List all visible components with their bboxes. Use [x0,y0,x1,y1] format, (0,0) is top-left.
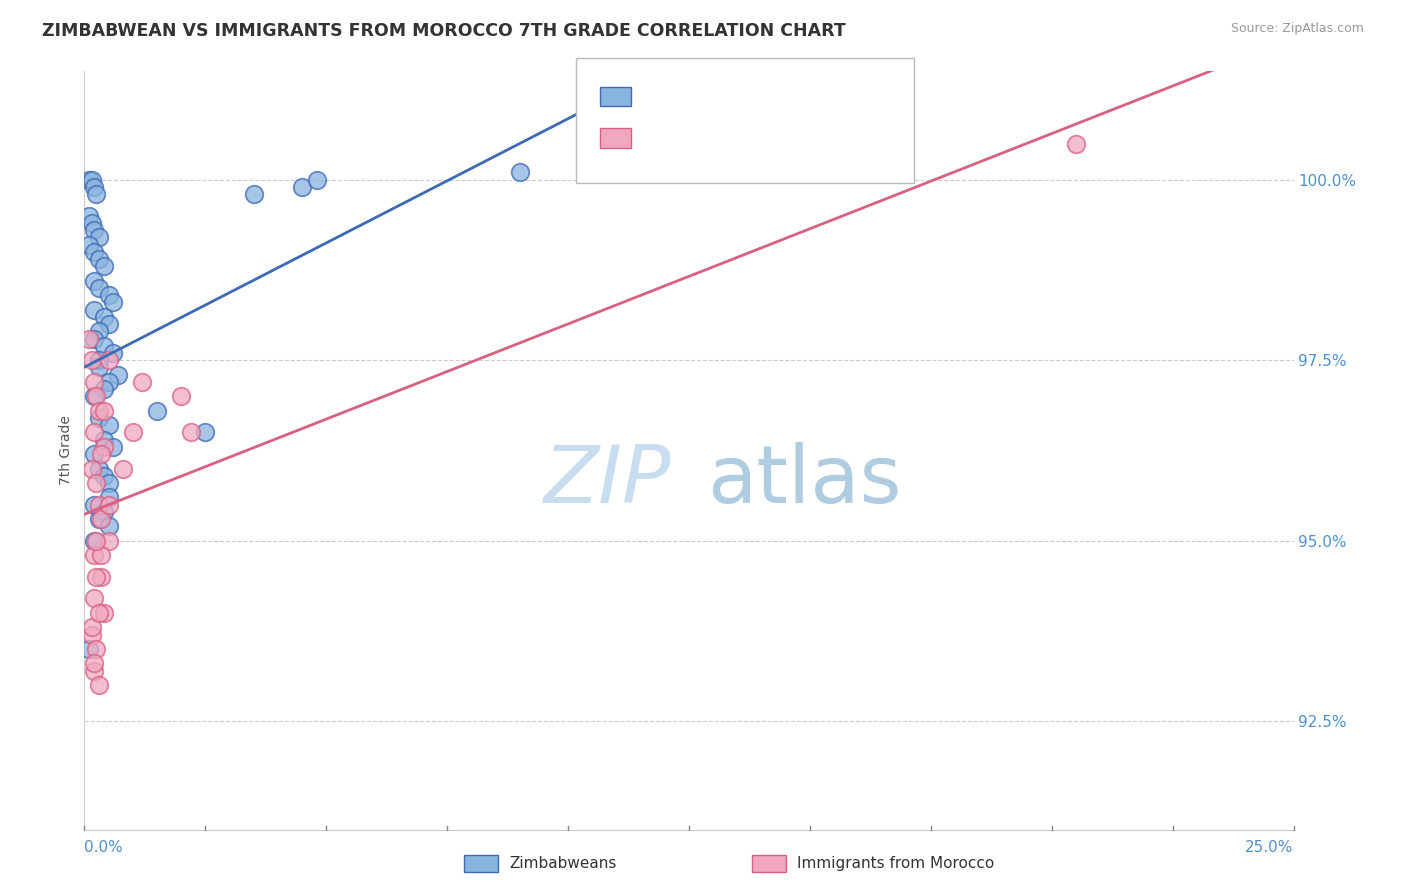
Point [83,274,105,288]
Y-axis label: 7th Grade: 7th Grade [59,416,73,485]
Point [97,491,120,505]
Point [93,468,115,483]
Text: R =  0.274: R = 0.274 [643,87,740,105]
Point [80,216,103,230]
Point [83,425,105,440]
Point [90,570,112,584]
Point [97,375,120,389]
Point [77,332,100,346]
Point [131,375,153,389]
Point [86,389,108,403]
Text: atlas: atlas [707,442,901,520]
Text: Immigrants from Morocco: Immigrants from Morocco [797,856,994,871]
Text: ZIMBABWEAN VS IMMIGRANTS FROM MOROCCO 7TH GRADE CORRELATION CHART: ZIMBABWEAN VS IMMIGRANTS FROM MOROCCO 7T… [42,22,846,40]
Point [77,172,100,186]
Point [180,425,202,440]
Text: ZIP: ZIP [544,442,671,520]
Point [509,165,531,179]
Point [93,310,115,324]
Point [93,382,115,396]
Point [97,317,120,331]
Point [86,475,108,490]
Point [242,187,264,202]
Point [97,533,120,548]
Point [97,418,120,433]
Text: N = 36: N = 36 [793,129,855,147]
Point [83,533,105,548]
Point [87,230,110,244]
Point [80,627,103,641]
Text: 25.0%: 25.0% [1246,840,1294,855]
Point [86,187,108,202]
Point [77,209,100,223]
Point [86,642,108,657]
Point [112,461,135,475]
Point [77,237,100,252]
Point [87,512,110,526]
Point [80,172,103,186]
Point [87,252,110,266]
Point [83,664,105,678]
Point [87,678,110,692]
Point [97,475,120,490]
Point [90,512,112,526]
Point [87,461,110,475]
Point [170,389,193,403]
Point [83,498,105,512]
Point [87,324,110,338]
Point [90,548,112,562]
Point [146,403,169,417]
Point [93,339,115,353]
Point [87,411,110,425]
Point [80,620,103,634]
Point [97,519,120,533]
Point [87,353,110,368]
Point [97,498,120,512]
Point [83,548,105,562]
Point [83,375,105,389]
Point [83,332,105,346]
Point [87,281,110,295]
Point [93,403,115,417]
Text: Zimbabweans: Zimbabweans [509,856,616,871]
Point [83,180,105,194]
Point [97,288,120,302]
Point [83,591,105,606]
Point [83,657,105,671]
Point [103,346,125,360]
Point [80,353,103,368]
Text: 0.0%: 0.0% [84,840,124,855]
Point [1064,136,1087,151]
Point [291,180,314,194]
Point [87,498,110,512]
Point [194,425,217,440]
Point [83,389,105,403]
Point [305,172,328,186]
Point [121,425,143,440]
Point [83,223,105,237]
Point [83,447,105,461]
Point [93,606,115,620]
Point [93,440,115,454]
Point [86,533,108,548]
Point [87,403,110,417]
Point [86,570,108,584]
Point [83,244,105,259]
Point [77,642,100,657]
Point [93,433,115,447]
Point [80,461,103,475]
Text: R =  0.505: R = 0.505 [643,129,738,147]
Point [93,505,115,519]
Point [90,447,112,461]
Point [87,606,110,620]
Point [83,302,105,317]
Point [103,295,125,310]
Point [107,368,129,382]
Text: Source: ZipAtlas.com: Source: ZipAtlas.com [1230,22,1364,36]
Point [97,353,120,368]
Point [87,360,110,375]
Point [103,440,125,454]
Text: N = 50: N = 50 [793,87,855,105]
Point [93,260,115,274]
